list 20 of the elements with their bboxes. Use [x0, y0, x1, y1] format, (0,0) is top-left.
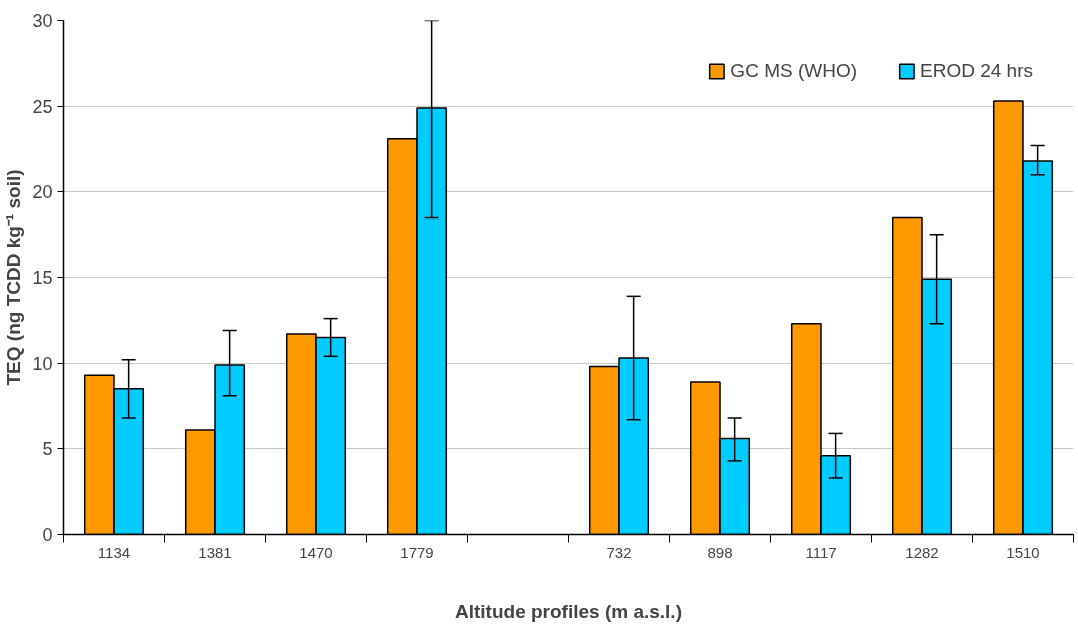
legend-label: EROD 24 hrs — [920, 60, 1033, 82]
y-tick-label: 15 — [32, 268, 53, 288]
x-tick-label: 898 — [707, 543, 733, 561]
x-tick-label: 1282 — [905, 543, 939, 561]
x-tick-label: 1779 — [400, 543, 434, 561]
y-tick-label: 30 — [32, 11, 53, 31]
y-tick-label: 20 — [32, 182, 53, 203]
x-tick-label: 1381 — [198, 543, 232, 561]
y-tick-label: 0 — [42, 525, 53, 545]
y-tick-label: 25 — [32, 96, 53, 117]
y-tick-label: 10 — [32, 353, 53, 374]
y-axis-title: TEQ (ng TCDD kg⁻¹ soil) — [3, 169, 25, 386]
x-tick-label: 1134 — [97, 543, 131, 561]
x-axis-title: Altitude profiles (m a.s.l.) — [455, 600, 682, 622]
legend-label: GC MS (WHO) — [730, 60, 858, 82]
y-tick-label: 5 — [42, 439, 53, 460]
x-tick-label: 1470 — [299, 543, 333, 561]
x-tick-label: 1117 — [805, 543, 837, 561]
x-tick-label: 1510 — [1006, 543, 1040, 561]
x-tick-label: 732 — [606, 543, 632, 561]
